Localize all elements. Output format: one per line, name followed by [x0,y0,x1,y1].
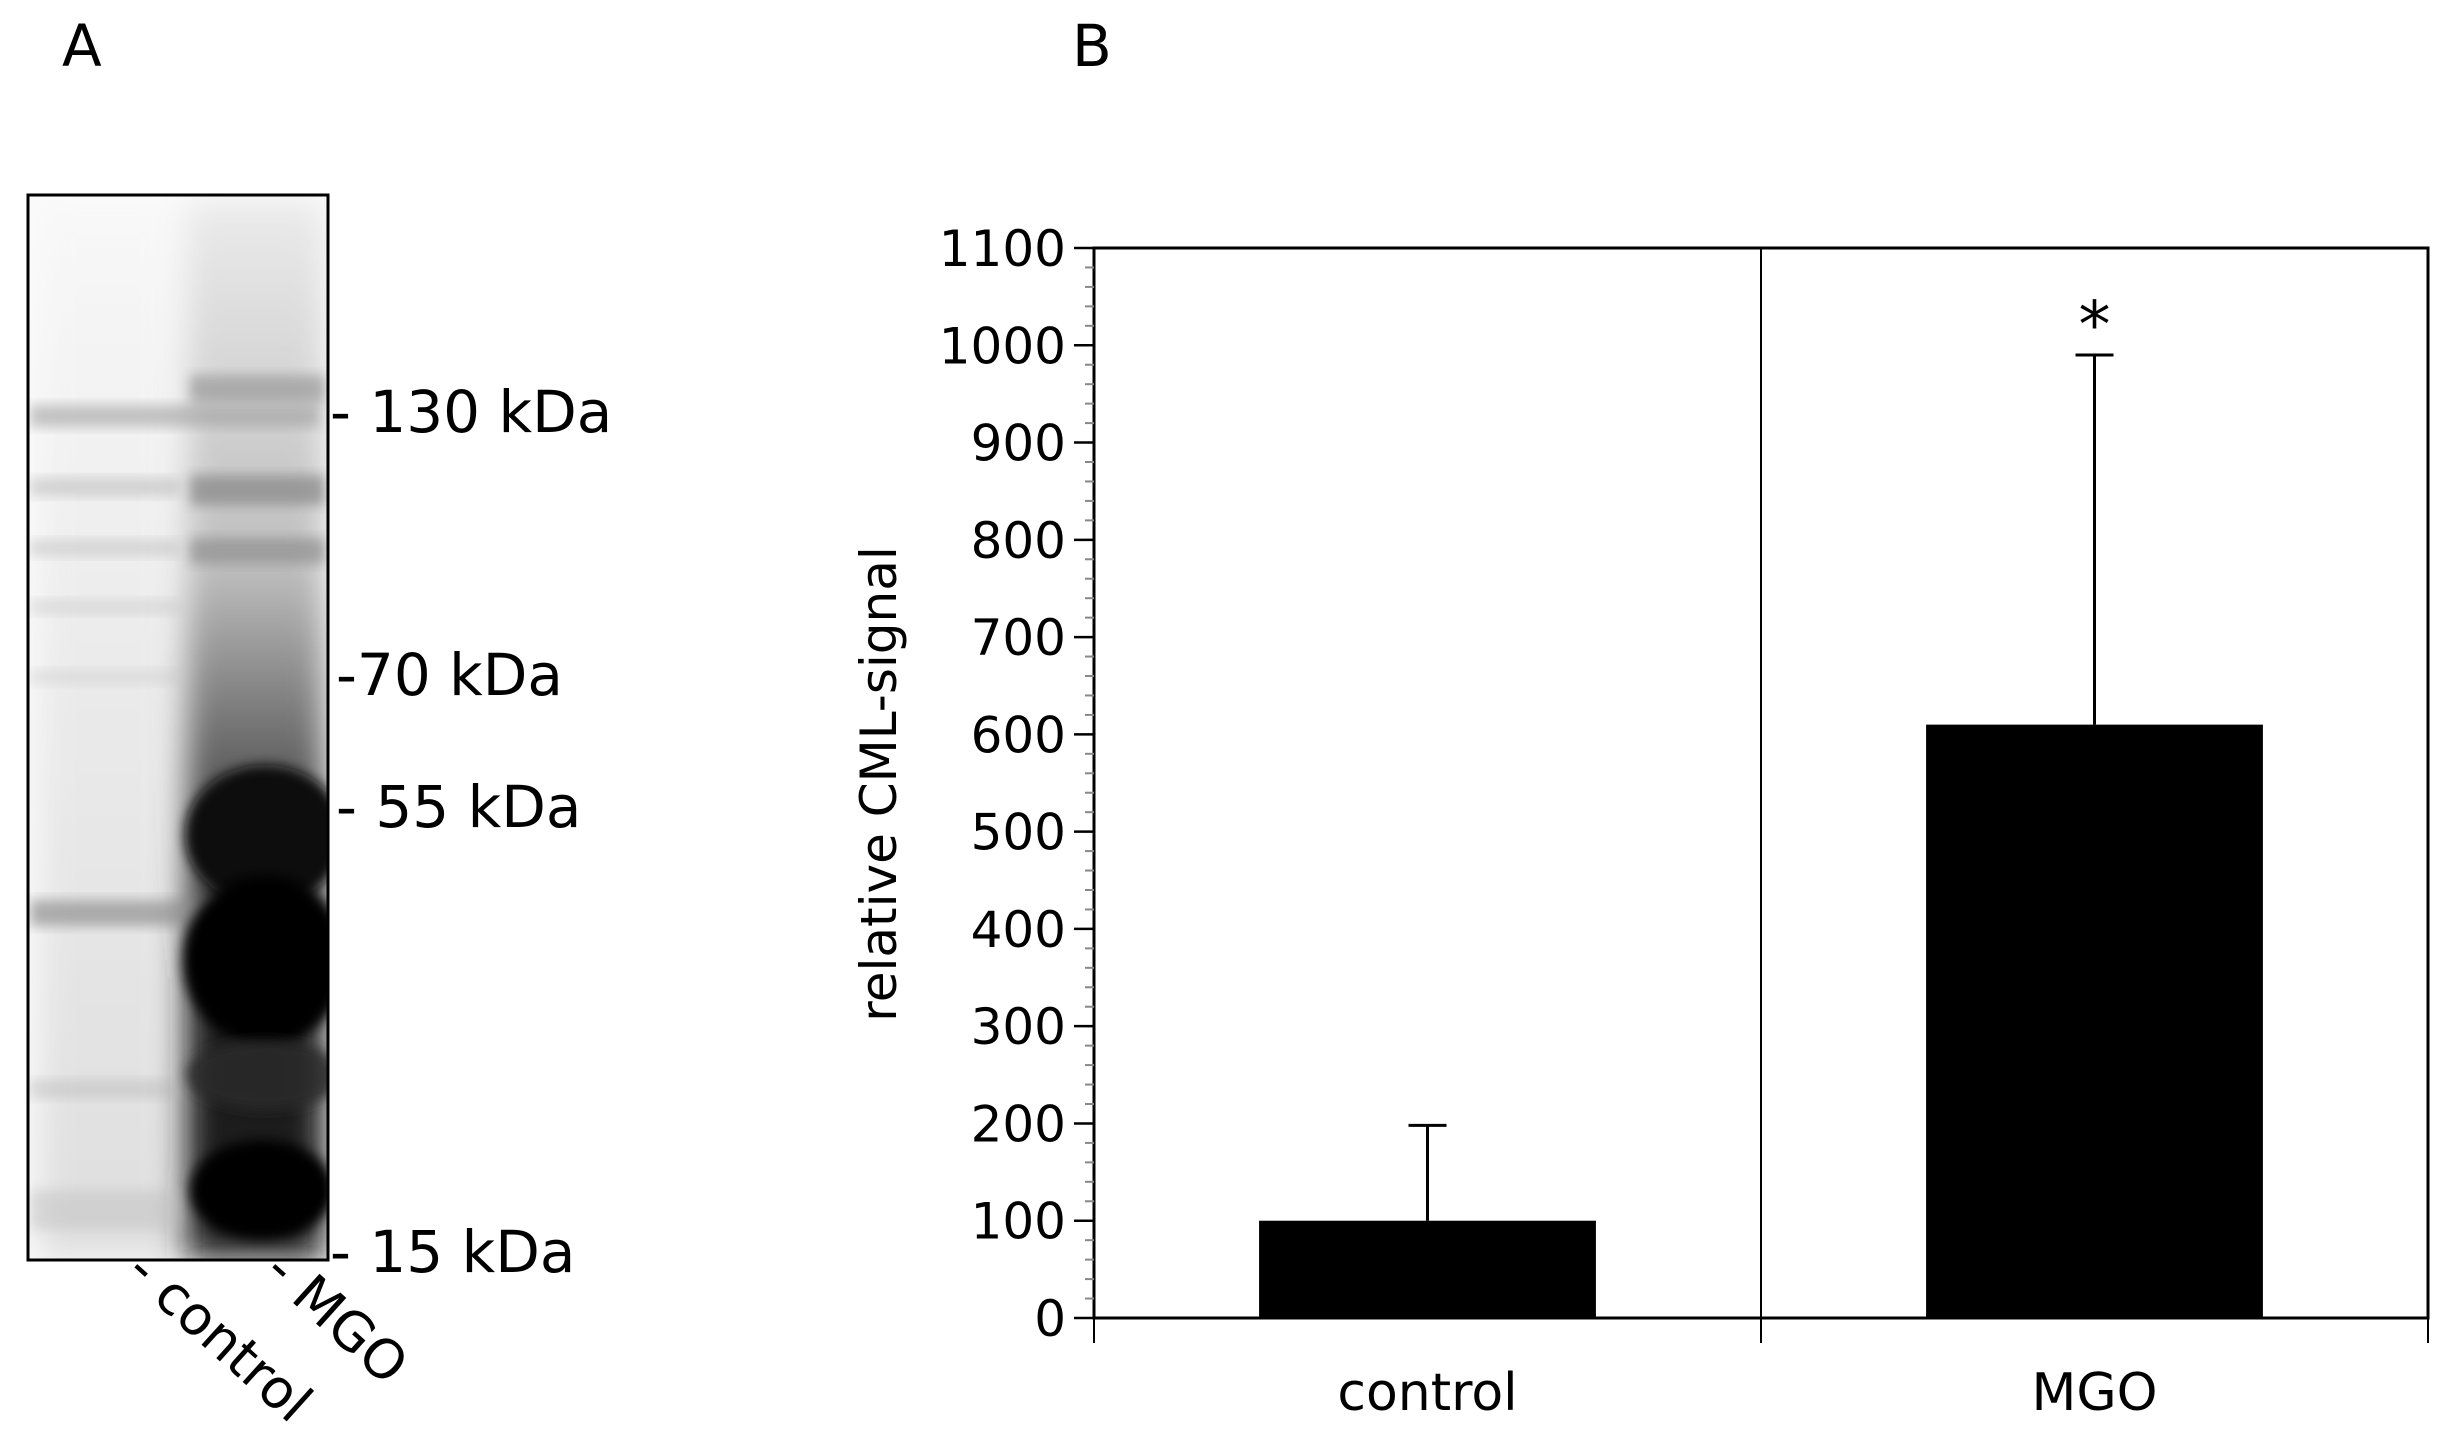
x-tick-label-control: control [1337,1363,1517,1423]
panel-label-a: A [62,12,102,80]
y-tick-label: 400 [971,901,1066,959]
bar-chart: 0 100 200 300 400 500 600 700 800 900 1000 1100 con… [850,220,2430,1423]
y-tick-label: 0 [1034,1290,1066,1348]
y-tick-label: 200 [971,1095,1066,1153]
blot-panel [26,193,330,1262]
y-tick-label: 1000 [939,317,1066,375]
panel-label-b: B [1072,12,1112,80]
bar-mgo [1926,724,2263,1318]
y-tick-label: 900 [971,415,1066,473]
blot-image [28,195,328,1260]
y-tick-label: 700 [971,609,1066,667]
x-tick-label-mgo: MGO [2031,1363,2157,1423]
y-tick-label: 600 [971,706,1066,764]
marker-label-130: - 130 kDa [330,378,612,446]
y-axis-label: relative CML-signal [850,546,908,1021]
y-tick-label: 1100 [939,220,1066,278]
marker-label-70: -70 kDa [336,641,563,709]
y-tick-label: 800 [971,512,1066,570]
marker-label-55: - 55 kDa [336,773,581,841]
marker-label-15: - 15 kDa [330,1218,575,1286]
bar-control [1259,1220,1596,1318]
y-tick-label: 500 [971,804,1066,862]
y-tick-label: 300 [971,998,1066,1056]
y-tick-label: 100 [971,1193,1066,1251]
significance-marker: * [2079,289,2111,363]
